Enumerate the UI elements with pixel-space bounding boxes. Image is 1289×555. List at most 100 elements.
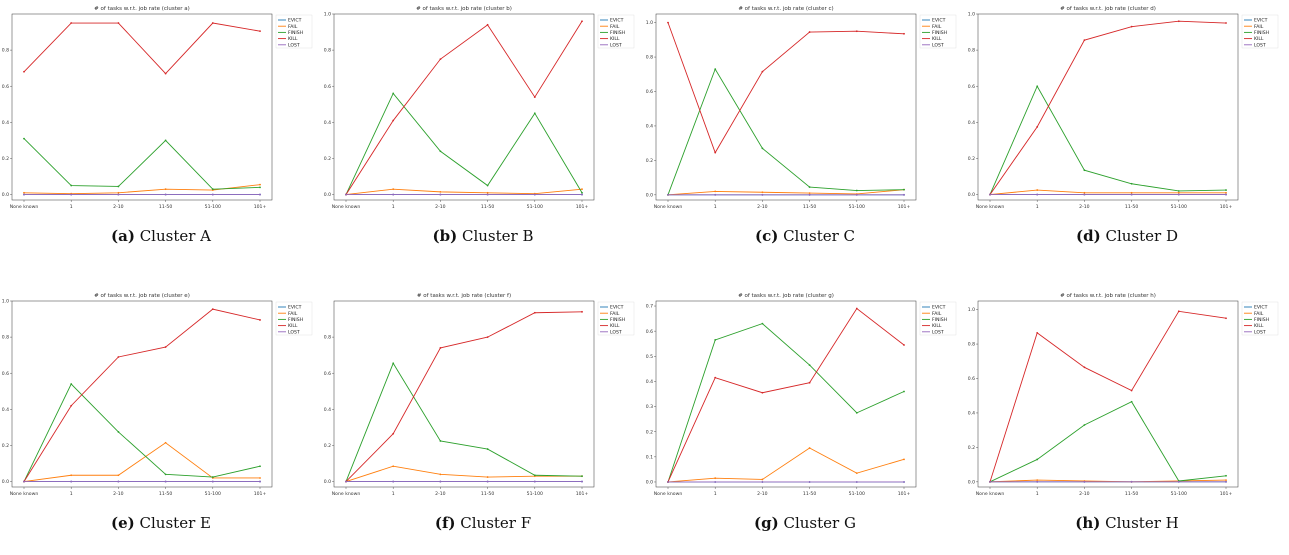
data-point-kill	[23, 70, 25, 73]
data-point-lost	[392, 193, 395, 196]
series-line-kill	[667, 307, 905, 483]
legend-label: EVICT	[610, 305, 624, 311]
x-tick-label: 51-100	[527, 204, 543, 210]
data-point-kill	[1225, 317, 1227, 320]
data-point-lost	[211, 480, 214, 483]
panel-cluster-b: # of tasks w.r.t. job rate (cluster b) 0.…	[322, 0, 644, 268]
data-point-kill	[1177, 20, 1180, 23]
chart-title: # of tasks w.r.t. job rate (cluster a)	[94, 6, 190, 12]
data-point-kill	[392, 432, 395, 435]
chart-svg: # of tasks w.r.t. job rate (cluster e) 0.…	[2, 293, 313, 497]
data-point-lost	[117, 480, 120, 483]
chart-svg: # of tasks w.r.t. job rate (cluster b) 0.…	[324, 6, 635, 210]
legend-box	[919, 14, 957, 49]
y-tick-label: 0.2	[646, 158, 653, 164]
x-tick-label: 11-50	[1125, 204, 1138, 210]
data-point-fail	[1036, 479, 1039, 482]
x-tick-label: 11-50	[159, 491, 172, 497]
legend-label: FAIL	[610, 24, 620, 30]
panel-cluster-g: # of tasks w.r.t. job rate (cluster g) 0.…	[644, 287, 966, 555]
chart-svg: # of tasks w.r.t. job rate (cluster c) 0.…	[646, 6, 957, 210]
data-point-fail	[1225, 191, 1227, 194]
series-line-fail	[345, 188, 583, 196]
data-point-lost	[808, 193, 811, 196]
y-tick-label: 0.2	[324, 443, 331, 449]
y-tick-label: 0.0	[646, 480, 653, 486]
data-point-lost	[23, 193, 25, 196]
data-point-lost	[855, 481, 858, 483]
y-tick-label: 0.6	[324, 371, 331, 377]
data-point-kill	[117, 356, 120, 358]
data-point-lost	[23, 480, 25, 483]
x-tick-label: None known	[332, 204, 361, 210]
legend-label: FAIL	[1254, 311, 1264, 317]
series-line-kill	[345, 311, 583, 482]
data-point-finish	[1130, 400, 1133, 403]
data-point-kill	[533, 96, 536, 98]
data-point-fail	[761, 478, 764, 481]
caption-text: Cluster F	[455, 514, 532, 532]
data-point-kill	[533, 311, 536, 314]
legend-box	[275, 14, 313, 49]
x-tick-label: None known	[332, 491, 361, 497]
legend-label: FINISH	[610, 317, 625, 323]
x-tick-label: 2-10	[113, 204, 124, 210]
data-point-lost	[164, 480, 167, 483]
series-line-fail	[667, 189, 905, 196]
data-point-fail	[392, 465, 395, 468]
legend-label: FINISH	[932, 30, 947, 36]
data-point-kill	[903, 344, 905, 346]
caption-text: Cluster C	[778, 227, 856, 245]
y-tick-label: 0.2	[2, 443, 9, 449]
legend-label: FINISH	[932, 317, 947, 323]
x-tick-label: 101+	[1220, 204, 1233, 210]
series-line-fail	[667, 447, 905, 483]
y-tick-label: 0.4	[968, 411, 975, 417]
data-point-fail	[855, 472, 858, 475]
data-point-finish	[259, 465, 261, 468]
data-point-kill	[259, 30, 261, 33]
x-tick-label: 1	[70, 204, 73, 210]
y-tick-label: 1.0	[968, 12, 975, 18]
y-tick-label: 1.0	[646, 20, 653, 26]
data-point-kill	[714, 376, 717, 379]
axes-frame	[977, 300, 1239, 488]
data-point-kill	[486, 23, 489, 26]
caption-label: (e)	[111, 514, 135, 532]
data-point-lost	[989, 480, 991, 483]
x-tick-label: 1	[714, 491, 717, 497]
legend-label: FAIL	[1254, 24, 1264, 30]
chart-svg: # of tasks w.r.t. job rate (cluster f) 0.…	[324, 293, 635, 497]
data-point-finish	[855, 189, 858, 192]
y-tick-label: 0.6	[646, 89, 653, 95]
chart-title: # of tasks w.r.t. job rate (cluster e)	[94, 293, 190, 299]
legend-label: KILL	[1254, 36, 1264, 42]
data-point-lost	[392, 480, 395, 483]
data-point-kill	[439, 58, 442, 61]
panel-cluster-f: # of tasks w.r.t. job rate (cluster f) 0.…	[322, 287, 644, 555]
panel-caption: (h) Cluster H	[966, 514, 1288, 532]
series-line-finish	[345, 362, 583, 482]
y-tick-label: 0.2	[324, 156, 331, 162]
legend-label: EVICT	[288, 18, 302, 24]
series-line-finish	[345, 92, 583, 195]
x-tick-label: 2-10	[757, 491, 768, 497]
data-point-finish	[761, 147, 764, 150]
legend-box	[597, 301, 635, 336]
chart-svg: # of tasks w.r.t. job rate (cluster h) 0.…	[968, 293, 1279, 497]
caption-text: Cluster A	[134, 227, 211, 245]
data-point-fail	[714, 477, 717, 480]
legend-box	[597, 14, 635, 49]
series-line-kill	[345, 20, 583, 195]
series-line-kill	[23, 308, 261, 482]
data-point-kill	[667, 21, 669, 24]
data-point-kill	[1083, 39, 1086, 42]
y-tick-label: 0.8	[2, 335, 9, 341]
chart-title: # of tasks w.r.t. job rate (cluster b)	[416, 6, 512, 12]
data-point-fail	[1225, 479, 1227, 482]
data-point-kill	[211, 22, 214, 24]
data-point-finish	[1083, 169, 1086, 172]
legend-box	[275, 301, 313, 336]
axes-frame	[11, 13, 273, 201]
